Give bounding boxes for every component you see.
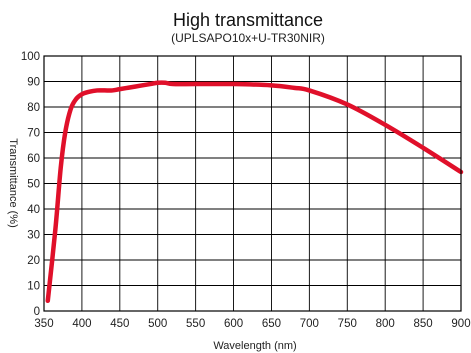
grid xyxy=(43,55,462,312)
x-tick-label: 550 xyxy=(186,318,205,330)
series-layer xyxy=(45,80,464,304)
x-tick-labels: 350 400 450 500 550 600 650 700 750 800 850 900 xyxy=(34,318,470,330)
transmittance-line xyxy=(45,80,464,304)
y-tick-label: 80 xyxy=(27,102,40,114)
y-tick-label: 20 xyxy=(27,255,40,267)
y-tick-label: 0 xyxy=(34,306,40,318)
plot-frame xyxy=(43,55,462,312)
y-tick-label: 90 xyxy=(27,77,40,89)
x-tick-label: 900 xyxy=(451,318,470,330)
x-tick-label: 650 xyxy=(262,318,281,330)
y-tick-label: 10 xyxy=(27,281,40,293)
y-tick-label: 50 xyxy=(27,179,40,191)
x-axis-label: Wavelength (nm) xyxy=(213,340,296,352)
x-tick-label: 350 xyxy=(34,318,53,330)
x-tick-label: 400 xyxy=(72,318,91,330)
y-tick-label: 30 xyxy=(27,230,40,242)
x-tick-label: 600 xyxy=(224,318,243,330)
x-tick-label: 750 xyxy=(338,318,357,330)
x-tick-label: 850 xyxy=(413,318,432,330)
x-tick-label: 700 xyxy=(300,318,319,330)
x-tick-label: 500 xyxy=(148,318,167,330)
chart-title: High transmittance xyxy=(173,10,323,30)
y-axis-label: Transmittance (%) xyxy=(7,138,19,227)
y-tick-label: 70 xyxy=(27,128,40,140)
y-tick-label: 60 xyxy=(27,153,40,165)
chart-subtitle: (UPLSAPO10x+U-TR30NIR) xyxy=(171,31,325,45)
x-tick-label: 450 xyxy=(110,318,129,330)
x-tick-label: 800 xyxy=(376,318,395,330)
y-tick-label: 40 xyxy=(27,204,40,216)
y-tick-label: 100 xyxy=(21,51,40,63)
y-tick-labels: 0 10 20 30 40 50 60 70 80 90 100 xyxy=(21,51,40,318)
